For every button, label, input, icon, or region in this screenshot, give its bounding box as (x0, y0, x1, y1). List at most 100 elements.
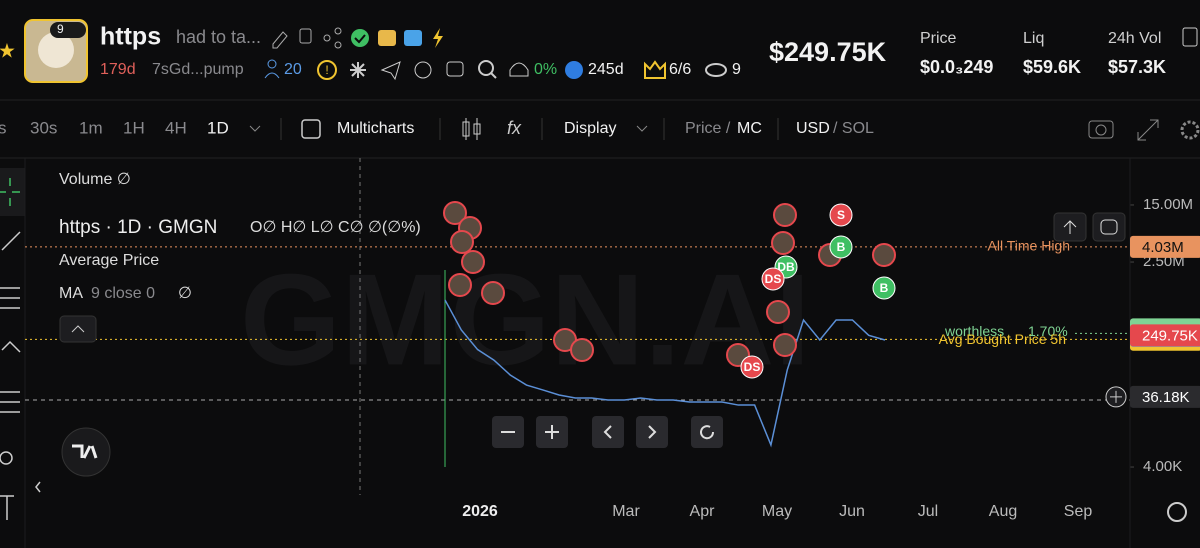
scroll-left[interactable] (592, 416, 624, 448)
settings-icon[interactable] (1180, 120, 1200, 140)
token-name: https (100, 23, 161, 51)
warning-mark: ! (325, 63, 328, 77)
trade-avatar[interactable] (872, 243, 896, 267)
chevron[interactable] (249, 125, 261, 132)
crosshair-tool[interactable] (0, 178, 20, 206)
usd-mode[interactable]: USD (796, 120, 830, 137)
watchers-count: 9 (732, 61, 741, 78)
fit[interactable] (1092, 212, 1126, 242)
price-tag (1130, 324, 1200, 347)
settings-icon[interactable] (1167, 502, 1187, 522)
share-icon[interactable] (323, 27, 342, 49)
y-tick-label: 4.00K (1143, 458, 1182, 475)
trade-marker[interactable] (872, 276, 896, 300)
trade-avatar[interactable] (461, 250, 485, 274)
pattern-tool[interactable] (1, 340, 21, 353)
trade-marker-label: B (837, 240, 846, 254)
trade-marker[interactable] (829, 203, 853, 227)
snowflake-icon[interactable] (350, 62, 366, 78)
menu-icon[interactable] (414, 61, 432, 79)
reset[interactable] (691, 416, 723, 448)
display[interactable]: Display (564, 120, 616, 137)
text-tool[interactable] (0, 495, 14, 520)
avatar-badge-count: 9 (57, 22, 64, 36)
projection-tool[interactable] (0, 391, 20, 413)
trade-avatar[interactable] (443, 201, 467, 225)
copy-icon[interactable] (1182, 27, 1198, 47)
token-address[interactable]: 7sGd...pump (152, 61, 244, 78)
trade-avatar[interactable] (773, 333, 797, 357)
trade-avatar[interactable] (771, 231, 795, 255)
x-tick-label: Aug (989, 503, 1017, 520)
percent: 0% (534, 61, 557, 78)
trade-marker[interactable] (740, 355, 764, 379)
warning-icon[interactable] (317, 60, 337, 80)
indicators-icon[interactable] (462, 118, 481, 140)
interval[interactable]: s (0, 118, 7, 137)
interval[interactable]: 1H (123, 118, 145, 137)
edit-icon[interactable] (272, 31, 288, 49)
collapse-legend[interactable] (59, 315, 97, 343)
chat-icon[interactable] (404, 30, 422, 46)
trade-avatar[interactable] (481, 281, 505, 305)
telegram-icon[interactable] (380, 61, 401, 81)
worthless-pct: 1.70% (1028, 323, 1068, 339)
tv-mark (72, 444, 98, 459)
chevron[interactable] (636, 125, 648, 132)
ohlc-legend: O∅ H∅ L∅ C∅ ∅(∅%) (250, 219, 421, 236)
scroll-right[interactable] (636, 416, 668, 448)
fib-tool[interactable] (0, 287, 20, 309)
interval[interactable]: 1m (79, 118, 103, 137)
stat-value: $57.3K (1108, 57, 1166, 77)
fullscreen-icon[interactable] (1137, 119, 1159, 141)
trade-avatar[interactable] (448, 273, 472, 297)
interval[interactable]: 4H (165, 118, 187, 137)
holders-icon (267, 59, 277, 69)
multicharts[interactable]: Multicharts (337, 120, 414, 137)
stat-label: Liq (1023, 30, 1044, 47)
trade-marker[interactable] (829, 235, 853, 259)
holders-count: 20 (284, 61, 302, 78)
trade-avatar[interactable] (450, 230, 474, 254)
ma-legend: MA (59, 285, 83, 302)
ath-label: All Time High (988, 238, 1070, 254)
fx-icon[interactable]: fx (507, 118, 522, 138)
lightning-icon (433, 28, 443, 48)
checkbox[interactable] (301, 119, 321, 139)
collapse-arrow[interactable] (35, 481, 41, 493)
interval[interactable]: 30s (30, 118, 57, 137)
legend: Volume ∅ https · 1D · GMGN O∅ H∅ L∅ C∅ ∅… (59, 171, 421, 343)
copy-icon[interactable] (299, 28, 312, 44)
verified-icon (351, 29, 369, 47)
trendline-tool[interactable] (1, 231, 21, 251)
price-tag-label: 4.03M (1142, 239, 1184, 256)
camera-icon[interactable] (1088, 120, 1114, 139)
trade-avatar[interactable] (766, 300, 790, 324)
interval-active[interactable]: 1D (207, 118, 229, 137)
price-tag (1130, 385, 1200, 408)
trade-marker[interactable] (761, 267, 785, 291)
symbol-legend: https · 1D · GMGN (59, 217, 217, 238)
trade-marker-label: DS (744, 360, 761, 374)
trade-avatar[interactable] (773, 203, 797, 227)
trade-avatar[interactable] (570, 338, 594, 362)
sol-mode[interactable]: / SOL (833, 120, 874, 137)
community-icon[interactable] (378, 30, 396, 46)
star[interactable]: ★ (0, 40, 16, 62)
ma-params: 9 close 0 (91, 285, 155, 302)
market-cap: $249.75K (769, 37, 887, 67)
token-description: had to ta... (176, 27, 261, 47)
search-icon[interactable] (478, 60, 494, 76)
brush-tool[interactable] (0, 451, 13, 465)
mc-mode[interactable]: MC (737, 120, 762, 137)
trade-marker-label: B (880, 281, 889, 295)
add-alert-icon (1110, 390, 1122, 403)
price-mode[interactable]: Price / (685, 120, 731, 137)
price-tag-label: 36.18K (1142, 389, 1190, 406)
x-tick-label: Mar (612, 503, 640, 520)
comment-icon[interactable] (446, 61, 464, 77)
camera-lens (1095, 124, 1107, 136)
